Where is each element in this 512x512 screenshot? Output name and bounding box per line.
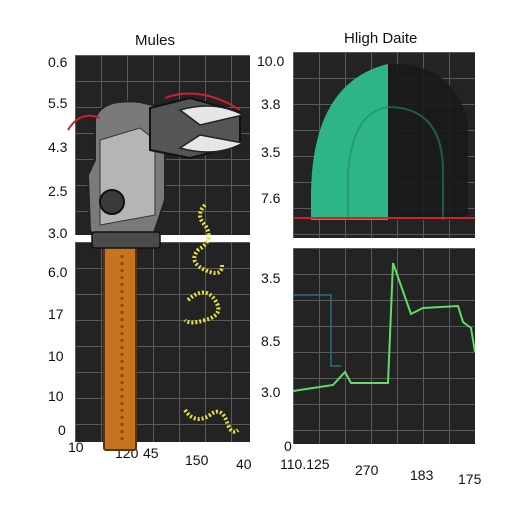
- hammer-handle: [103, 244, 137, 451]
- right-xtick: 183: [410, 467, 434, 483]
- right-chart-title: Hligh Daite: [344, 30, 418, 47]
- right-bottom-ytick: 0: [284, 438, 292, 454]
- area-chart: [293, 63, 475, 220]
- left-xtick: 40: [236, 456, 252, 472]
- left-xtick: 45: [143, 445, 159, 461]
- left-top-ytick: 4.3: [48, 139, 68, 155]
- left-bottom-ytick: 10: [48, 388, 64, 404]
- right-top-panel: [293, 52, 475, 238]
- left-xtick: 10: [68, 439, 84, 455]
- right-top-ytick: 3.5: [261, 144, 281, 160]
- left-top-ytick: 3.0: [48, 225, 68, 241]
- right-bottom-ytick: 8.5: [261, 333, 281, 349]
- squiggle-3: [183, 408, 240, 434]
- green-series: [293, 262, 475, 392]
- squiggle-1: [192, 203, 224, 276]
- dark-arch: [388, 63, 468, 220]
- left-bottom-ytick: 0: [58, 422, 66, 438]
- left-top-ytick: 2.5: [48, 183, 68, 199]
- left-bottom-ytick: 17: [48, 306, 64, 322]
- green-area: [311, 64, 388, 220]
- teal-series: [293, 294, 341, 367]
- right-top-ytick: 3.8: [261, 96, 281, 112]
- right-xtick: 110.125: [280, 456, 330, 472]
- left-bottom-ytick: 6.0: [48, 264, 68, 280]
- inner-arch: [347, 105, 444, 220]
- left-top-ytick: 5.5: [48, 95, 68, 111]
- left-top-ytick: 0.6: [48, 54, 68, 70]
- right-bottom-ytick: 3.5: [261, 270, 281, 286]
- line-chart: [293, 262, 475, 392]
- right-bottom-panel: [293, 248, 475, 444]
- right-xtick: 270: [355, 462, 379, 478]
- right-bottom-ytick: 3.0: [261, 384, 281, 400]
- right-top-ytick: 10.0: [257, 53, 285, 69]
- right-top-ytick: 7.6: [261, 190, 281, 206]
- left-chart-title: Mules: [135, 32, 176, 49]
- left-xtick: 150: [185, 452, 209, 468]
- hammer-knob: [99, 189, 125, 215]
- squiggle-2: [183, 290, 221, 325]
- right-xtick: 175: [458, 471, 482, 487]
- left-bottom-ytick: 10: [48, 348, 64, 364]
